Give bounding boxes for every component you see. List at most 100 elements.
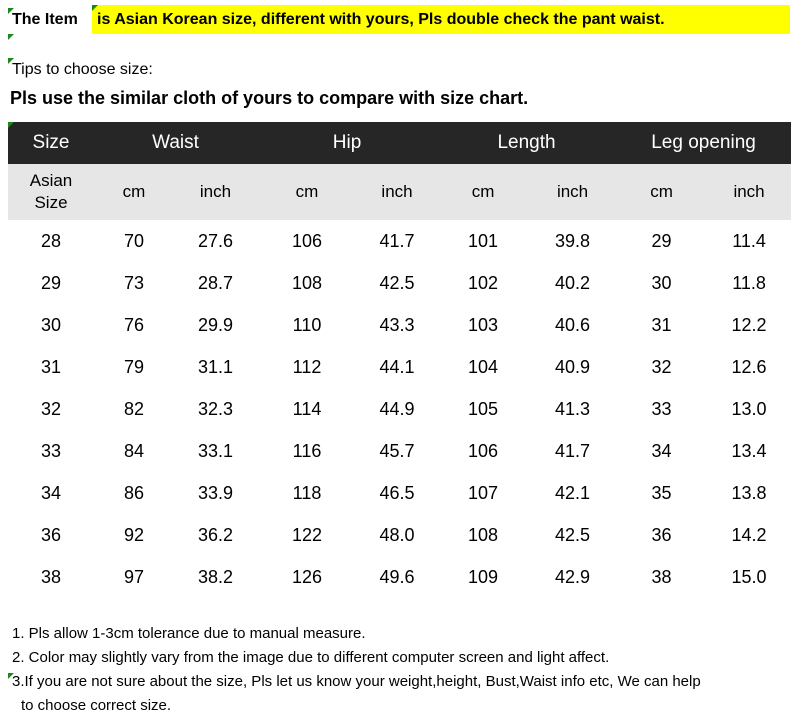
table-cell: 32	[40, 398, 62, 419]
table-cell: 30	[651, 272, 672, 293]
cell-marker-icon	[8, 58, 14, 64]
table-cell: 70	[123, 230, 145, 251]
table-row: 36 92 36.2 122 48.0 108 42.5 36 14.2	[8, 514, 791, 556]
table-cell: 29.9	[197, 314, 234, 335]
table-cell: 15.0	[731, 566, 767, 587]
cell-marker-icon	[92, 5, 98, 11]
subheader-unit: inch	[707, 164, 792, 220]
table-cell: 79	[123, 356, 145, 377]
table-cell: 30	[40, 314, 62, 335]
table-cell: 86	[123, 482, 145, 503]
subheader-unit: cm	[94, 164, 174, 220]
tips-main: Pls use the similar cloth of yours to co…	[10, 88, 529, 108]
table-cell: 42.9	[555, 566, 591, 587]
table-cell: 97	[123, 566, 145, 587]
table-cell: 40.6	[555, 314, 591, 335]
table-cell: 31	[40, 356, 62, 377]
table-cell: 42.5	[379, 272, 415, 293]
cell-marker-icon	[8, 8, 14, 14]
subheader-unit: inch	[529, 164, 617, 220]
table-cell: 106	[291, 230, 323, 251]
table-cell: 42.1	[555, 482, 591, 503]
notes-section: 1. Pls allow 1-3cm tolerance due to manu…	[12, 625, 701, 721]
table-cell: 41.3	[555, 398, 591, 419]
header-hip: Hip	[257, 122, 438, 164]
note-3-continued: to choose correct size.	[21, 697, 172, 714]
table-cell: 116	[292, 440, 322, 461]
table-row: 32 82 32.3 114 44.9 105 41.3 33 13.0	[8, 388, 791, 430]
table-cell: 43.3	[379, 314, 415, 335]
header-size: Size	[8, 122, 94, 164]
table-cell: 105	[468, 398, 499, 419]
table-cell: 104	[468, 356, 499, 377]
table-cell: 44.9	[379, 398, 415, 419]
table-cell: 28.7	[197, 272, 234, 293]
note-2: 2. Color may slightly vary from the imag…	[12, 649, 610, 666]
table-cell: 31	[651, 314, 672, 335]
table-cell: 13.8	[731, 482, 767, 503]
table-cell: 108	[468, 524, 499, 545]
table-cell: 33.9	[197, 482, 234, 503]
table-cell: 35	[651, 482, 672, 503]
table-cell: 112	[292, 356, 322, 377]
table-cell: 41.7	[379, 230, 415, 251]
cell-marker-icon	[8, 34, 14, 40]
table-cell: 108	[291, 272, 323, 293]
table-cell: 82	[123, 398, 145, 419]
header-length: Length	[437, 122, 617, 164]
table-cell: 118	[292, 482, 322, 503]
size-chart-table: Size Waist Hip Length Leg opening Asian …	[8, 122, 792, 598]
table-row: 31 79 31.1 112 44.1 104 40.9 32 12.6	[8, 346, 791, 388]
table-header-row: Size Waist Hip Length Leg opening	[8, 122, 792, 164]
table-row: 29 73 28.7 108 42.5 102 40.2 30 11.8	[8, 262, 791, 304]
subheader-unit: inch	[357, 164, 438, 220]
table-cell: 122	[291, 524, 323, 545]
note-3: 3.If you are not sure about the size, Pl…	[12, 673, 701, 690]
table-row: 33 84 33.1 116 45.7 106 41.7 34 13.4	[8, 430, 791, 472]
subheader-size-text: Size	[34, 193, 68, 212]
subheader-unit: cm	[616, 164, 708, 220]
table-cell: 29	[651, 230, 672, 251]
table-cell: 12.2	[731, 314, 767, 335]
table-cell: 14.2	[731, 524, 767, 545]
table-cell: 41.7	[555, 440, 591, 461]
table-cell: 27.6	[197, 230, 234, 251]
table-cell: 106	[468, 440, 499, 461]
table-cell: 13.0	[731, 398, 767, 419]
table-row: 30 76 29.9 110 43.3 103 40.6 31 12.2	[8, 304, 791, 346]
table-cell: 31.1	[197, 356, 234, 377]
table-row: 34 86 33.9 118 46.5 107 42.1 35 13.8	[8, 472, 791, 514]
table-cell: 40.2	[555, 272, 591, 293]
table-cell: 114	[292, 398, 322, 419]
table-cell: 32.3	[197, 398, 234, 419]
table-row: 28 70 27.6 106 41.7 101 39.8 29 11.4	[8, 220, 791, 262]
cell-marker-icon	[8, 673, 14, 679]
table-cell: 38	[651, 566, 672, 587]
tips-label: Tips to choose size:	[12, 61, 153, 78]
table-cell: 33.1	[197, 440, 234, 461]
table-cell: 92	[123, 524, 145, 545]
subheader-unit: cm	[437, 164, 530, 220]
table-cell: 107	[468, 482, 499, 503]
table-cell: 45.7	[379, 440, 415, 461]
table-cell: 34	[651, 440, 672, 461]
table-cell: 38	[40, 566, 62, 587]
table-cell: 34	[40, 482, 62, 503]
table-cell: 28	[40, 230, 62, 251]
table-cell: 36	[40, 524, 62, 545]
table-subheader-row: Asian Size cm inch cm inch cm inch cm in…	[8, 164, 792, 220]
subheader-asian-text: Asian	[29, 171, 73, 190]
subheader-asian-size: Asian Size	[8, 164, 94, 220]
table-cell: 126	[291, 566, 323, 587]
subheader-unit: cm	[257, 164, 358, 220]
subheader-unit: inch	[174, 164, 258, 220]
note-1: 1. Pls allow 1-3cm tolerance due to manu…	[12, 625, 366, 642]
table-cell: 49.6	[379, 566, 415, 587]
table-cell: 44.1	[379, 356, 415, 377]
table-cell: 29	[40, 272, 62, 293]
table-cell: 110	[292, 314, 322, 335]
table-cell: 12.6	[731, 356, 767, 377]
table-cell: 33	[40, 440, 62, 461]
banner-note: is Asian Korean size, different with you…	[92, 5, 790, 34]
table-cell: 76	[123, 314, 145, 335]
